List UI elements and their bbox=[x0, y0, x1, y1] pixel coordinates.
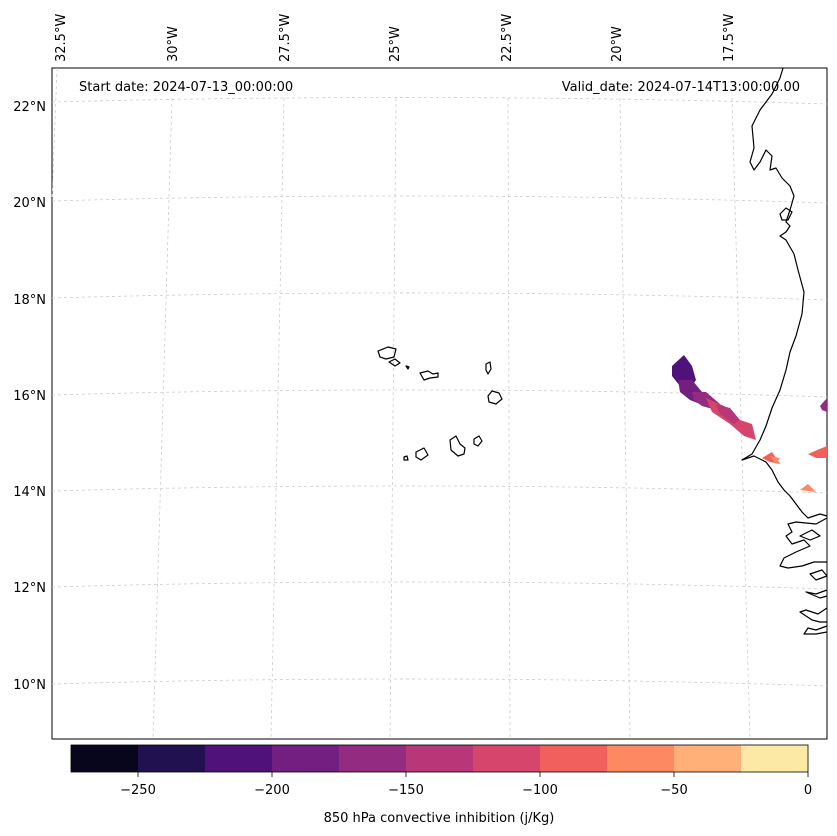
colorbar-swatch bbox=[71, 745, 139, 772]
lon-label: 30°W bbox=[166, 26, 181, 62]
lat-label: 14°N bbox=[13, 485, 46, 500]
colorbar-swatch bbox=[674, 745, 742, 772]
island-boa-vista bbox=[487, 390, 503, 405]
colorbar-swatch bbox=[741, 745, 809, 772]
cin-band-1 bbox=[672, 355, 696, 388]
parallel-10N bbox=[51, 678, 828, 687]
colorbar-tick-label: 0 bbox=[804, 783, 812, 798]
lon-label: 22.5°W bbox=[500, 14, 515, 62]
island-santo-antao bbox=[377, 346, 397, 360]
lat-label: 12°N bbox=[13, 581, 46, 596]
lon-label: 25°W bbox=[388, 26, 403, 62]
colorbar-swatch bbox=[339, 745, 407, 772]
colorbar-swatch bbox=[138, 745, 206, 772]
colorbar-ticks bbox=[137, 772, 809, 777]
parallel-14N bbox=[51, 485, 828, 494]
colorbar-swatch bbox=[205, 745, 273, 772]
parallel-20N bbox=[51, 195, 828, 204]
lon-label: 17.5°W bbox=[722, 14, 737, 62]
colorbar-title: 850 hPa convective inhibition (j/Kg) bbox=[324, 811, 555, 826]
colorbar-tick-label: −100 bbox=[522, 783, 558, 798]
lon-label: 32.5°W bbox=[54, 14, 69, 62]
colorbar-tick-label: −250 bbox=[120, 783, 156, 798]
africa-coastline bbox=[741, 67, 828, 635]
island-brava bbox=[403, 455, 409, 461]
meridian-32.5W bbox=[51, 67, 58, 201]
cin-patch-right bbox=[820, 398, 827, 412]
island-fogo bbox=[415, 447, 429, 461]
cin-patch-4 bbox=[800, 484, 816, 492]
coast-inlet-3 bbox=[809, 569, 828, 581]
cin-patch-3 bbox=[808, 446, 827, 458]
lat-label: 18°N bbox=[13, 293, 46, 308]
island-sao-nicolau bbox=[419, 370, 439, 381]
colorbar-swatch bbox=[272, 745, 340, 772]
colorbar-outline bbox=[70, 744, 809, 773]
meridian-27.5W bbox=[270, 97, 285, 740]
meridian-25W bbox=[389, 97, 397, 740]
island-santa-luzia bbox=[405, 365, 410, 370]
graticule bbox=[51, 67, 828, 740]
lat-label: 10°N bbox=[13, 678, 46, 693]
cin-patch-2 bbox=[770, 456, 780, 464]
colorbar-swatches bbox=[71, 745, 809, 772]
lat-labels: 22°N 20°N 18°N 16°N 14°N 12°N 10°N bbox=[13, 100, 46, 693]
colorbar-tick-label: −200 bbox=[254, 783, 290, 798]
meridian-20W bbox=[619, 97, 631, 740]
cin-field bbox=[672, 355, 827, 492]
parallel-22N bbox=[51, 97, 828, 105]
valid-date-label: Valid_date: 2024-07-14T13:00:00.00 bbox=[562, 80, 800, 95]
lon-label: 27.5°W bbox=[278, 14, 293, 62]
colorbar-tick-label: −150 bbox=[388, 783, 424, 798]
lat-label: 16°N bbox=[13, 389, 46, 404]
colorbar: −250 −200 −150 −100 −50 0 850 hPa convec… bbox=[70, 744, 812, 826]
meridian-30W bbox=[152, 97, 173, 740]
colorbar-swatch bbox=[607, 745, 675, 772]
lon-labels: 32.5°W 30°W 27.5°W 25°W 22.5°W 20°W 17.5… bbox=[54, 14, 737, 62]
island-maio bbox=[473, 435, 483, 447]
colorbar-swatch bbox=[406, 745, 474, 772]
island-santiago bbox=[449, 435, 466, 457]
cin-band-5 bbox=[716, 404, 740, 424]
colorbar-swatch bbox=[540, 745, 608, 772]
coast-inlet-1 bbox=[779, 207, 793, 221]
coastlines bbox=[377, 67, 828, 635]
parallel-16N bbox=[51, 389, 828, 398]
coast-inlet-2 bbox=[799, 529, 821, 541]
parallel-12N bbox=[51, 581, 828, 590]
colorbar-tick-label: −50 bbox=[660, 783, 687, 798]
island-sal bbox=[485, 361, 492, 375]
meridian-17.5W bbox=[731, 97, 751, 740]
lon-label: 20°W bbox=[610, 26, 625, 62]
lat-label: 20°N bbox=[13, 196, 46, 211]
parallel-18N bbox=[51, 292, 828, 301]
lat-label: 22°N bbox=[13, 100, 46, 115]
meridian-22.5W bbox=[507, 97, 511, 740]
colorbar-swatch bbox=[473, 745, 541, 772]
island-sao-vicente bbox=[388, 358, 401, 367]
start-date-label: Start date: 2024-07-13_00:00:00 bbox=[79, 80, 293, 95]
